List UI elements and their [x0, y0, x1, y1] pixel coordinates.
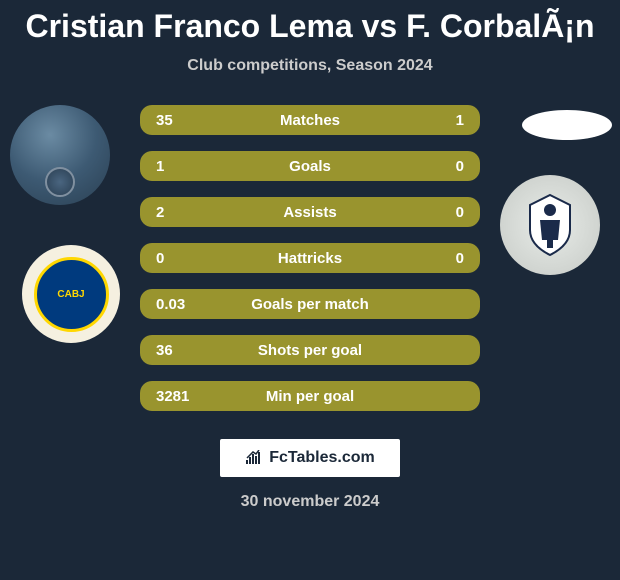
footer-brand-logo: FcTables.com — [220, 439, 400, 477]
stat-label: Assists — [206, 204, 414, 221]
stat-row-assists: 2 Assists 0 — [140, 197, 480, 227]
stat-label: Shots per goal — [206, 342, 414, 359]
stat-value-right: 1 — [414, 112, 464, 129]
stat-value-right: 0 — [414, 204, 464, 221]
comparison-title: Cristian Franco Lema vs F. CorbalÃ¡n — [0, 0, 620, 45]
stat-label: Min per goal — [206, 388, 414, 405]
comparison-date: 30 november 2024 — [0, 493, 620, 511]
comparison-subtitle: Club competitions, Season 2024 — [0, 57, 620, 75]
cabj-logo-icon: CABJ — [34, 257, 109, 332]
stat-value-left: 36 — [156, 342, 206, 359]
stat-label: Matches — [206, 112, 414, 129]
stat-row-shots-per-goal: 36 Shots per goal — [140, 335, 480, 365]
stats-container: 35 Matches 1 1 Goals 0 2 Assists 0 0 Hat… — [140, 105, 480, 411]
stat-value-right: 0 — [414, 158, 464, 175]
content-area: CABJ 35 Matches 1 1 Goals 0 2 Assists 0 — [0, 105, 620, 411]
stat-label: Goals — [206, 158, 414, 175]
stat-label: Goals per match — [206, 296, 414, 313]
jersey-badge — [45, 167, 75, 197]
chart-icon — [245, 450, 263, 467]
stat-value-left: 0.03 — [156, 296, 206, 313]
cabj-text: CABJ — [57, 289, 84, 300]
stat-value-left: 1 — [156, 158, 206, 175]
player-avatar-right — [522, 110, 612, 140]
stat-row-goals-per-match: 0.03 Goals per match — [140, 289, 480, 319]
stat-value-left: 0 — [156, 250, 206, 267]
player-avatar-left — [10, 105, 110, 205]
stat-row-hattricks: 0 Hattricks 0 — [140, 243, 480, 273]
stat-value-left: 3281 — [156, 388, 206, 405]
gimnasia-logo-icon — [520, 190, 580, 260]
stat-value-right: 0 — [414, 250, 464, 267]
stat-row-goals: 1 Goals 0 — [140, 151, 480, 181]
stat-label: Hattricks — [206, 250, 414, 267]
club-badge-left: CABJ — [22, 245, 120, 343]
stat-value-left: 35 — [156, 112, 206, 129]
footer-brand-text: FcTables.com — [269, 449, 375, 467]
club-badge-right — [500, 175, 600, 275]
stat-row-matches: 35 Matches 1 — [140, 105, 480, 135]
stat-row-min-per-goal: 3281 Min per goal — [140, 381, 480, 411]
stat-value-left: 2 — [156, 204, 206, 221]
